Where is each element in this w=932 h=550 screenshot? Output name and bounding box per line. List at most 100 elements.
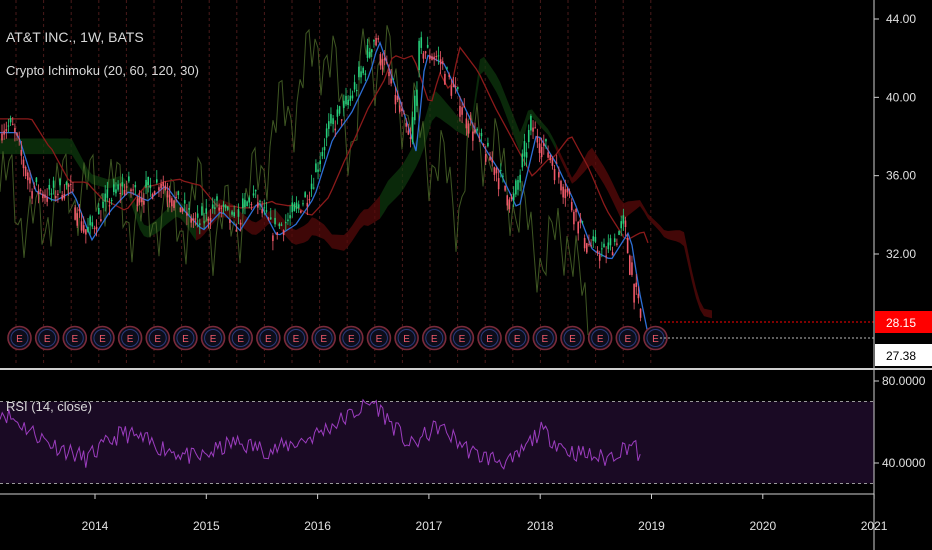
candle-body [162,182,165,187]
candle-body [265,210,268,212]
candle-body [613,238,616,242]
candle-body [506,195,509,206]
candle-body [27,172,29,181]
candle-body [405,123,407,127]
candle-body [383,57,386,61]
candle-body [121,182,124,187]
candle-body [381,59,384,70]
candle-body [325,128,328,138]
candle-body [332,118,334,125]
tenkan-line [0,40,649,335]
candle-body [420,37,423,48]
candle-body [398,105,401,112]
candle-body [448,74,450,77]
candle-body [338,106,341,114]
earnings-marker-label: E [569,334,576,345]
time-axis[interactable]: 2014 2015 2016 2017 2018 2019 2020 2021 [82,494,888,533]
candle-body [390,78,392,84]
candle-body [368,51,371,58]
ichimoku-indicator-label[interactable]: Crypto Ichimoku (20, 60, 120, 30) [6,63,199,78]
candle-body [459,105,461,117]
candle-body [297,204,300,209]
earnings-marker-ring [508,329,527,347]
candle-body [452,84,455,88]
candle-body [345,95,347,105]
candle-body [435,55,438,58]
candle-body [20,149,23,156]
candle-body [358,66,360,78]
candle-body [508,199,511,210]
candle-body [226,206,229,210]
candle-body [205,208,208,214]
candle-body [519,174,521,183]
candle-body [343,100,345,108]
candle-body [80,221,83,231]
candle-body [196,213,199,218]
rsi-pane [0,398,874,484]
earnings-marker-label: E [486,334,493,345]
price-axis[interactable]: 44.00 40.00 36.00 32.00 [874,12,916,261]
candle-body [577,222,579,234]
candle-body [450,86,453,96]
candle-body [183,200,186,204]
candle-body [512,193,515,201]
candle-body [237,209,240,217]
symbol-title[interactable]: AT&T INC., 1W, BATS [6,29,144,45]
candle-body [377,38,380,40]
candle-body [3,130,5,135]
candle-body [97,207,100,215]
candle-body [229,219,231,223]
time-tick-label: 2019 [638,519,665,533]
candle-body [117,184,119,190]
candle-body [474,129,476,133]
candle-body [257,202,259,208]
candle-body [291,202,294,212]
earnings-marker-label: E [514,334,521,345]
earnings-marker-ring [397,329,416,347]
earnings-marker-label: E [182,334,189,345]
candle-body [521,153,524,168]
candle-body [106,189,109,198]
candle-body [24,166,27,177]
candle-body [70,184,72,186]
earnings-marker-label: E [597,334,604,345]
earnings-marker-ring [314,329,333,347]
candle-body [594,236,597,242]
earnings-marker-label: E [542,334,549,345]
candle-body [355,89,358,92]
candle-body [82,225,85,233]
candle-body [454,86,457,88]
candle-body [151,194,154,199]
candle-body [177,191,180,196]
candle-body [5,129,8,132]
candle-body [573,211,575,225]
candle-body [547,152,549,158]
candle-body [190,218,192,223]
candle-body [61,195,63,200]
candle-body [553,168,556,181]
candle-body [502,175,504,177]
candle-body [110,200,113,202]
candle-body [295,202,298,209]
earnings-marker-ring [287,329,305,347]
rsi-indicator-label[interactable]: RSI (14, close) [6,399,92,414]
candle-body [261,209,263,214]
candle-body [416,89,418,106]
candle-body [360,71,362,78]
earnings-marker-ring [231,329,250,347]
cloud-green [380,56,556,219]
candle-body [186,212,188,216]
rsi-axis[interactable]: 80.0000 40.0000 [874,374,926,470]
candle-body [278,223,281,226]
candle-body [403,113,405,115]
candle-body [134,184,137,188]
earnings-marker-ring [591,329,610,347]
candle-body [308,199,311,201]
cloud-red [556,143,712,319]
candle-body [476,128,478,131]
candle-body [629,255,631,275]
earnings-marker-label: E [71,334,78,345]
candle-body [50,193,53,195]
